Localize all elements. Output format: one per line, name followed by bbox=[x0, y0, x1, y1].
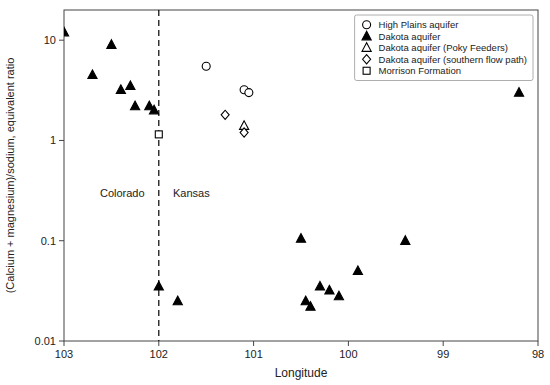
point bbox=[131, 101, 140, 110]
legend-label: Morrison Formation bbox=[379, 65, 461, 76]
legend: High Plains aquiferDakota aquiferDakota … bbox=[355, 15, 533, 81]
point bbox=[126, 81, 135, 90]
reference-line bbox=[158, 10, 159, 341]
y-tick-label: 1 bbox=[50, 134, 56, 146]
y-tick bbox=[59, 40, 64, 41]
axes: 103 102 101 100 99 98 0.01 0.1 1 10 bbox=[35, 34, 545, 360]
series bbox=[64, 27, 524, 310]
x-tick bbox=[158, 341, 159, 346]
point bbox=[173, 296, 182, 305]
annotation: Colorado bbox=[100, 187, 145, 199]
legend-label: Dakota aquifer (southern flow path) bbox=[379, 54, 527, 65]
x-tick bbox=[253, 341, 254, 346]
plot-frame bbox=[64, 10, 538, 341]
point bbox=[245, 89, 253, 97]
point bbox=[202, 62, 210, 70]
x-tick bbox=[443, 341, 444, 346]
y-tick bbox=[59, 140, 64, 141]
x-tick-label: 100 bbox=[339, 348, 357, 360]
x-tick-label: 101 bbox=[244, 348, 262, 360]
series bbox=[221, 110, 248, 137]
y-tick-label: 10 bbox=[44, 34, 56, 46]
point bbox=[325, 285, 334, 294]
x-tick bbox=[348, 341, 349, 346]
legend-marker bbox=[362, 43, 371, 52]
chart: 103 102 101 100 99 98 0.01 0.1 1 10 Longitude (Calc… bbox=[0, 0, 550, 385]
legend-label: Dakota aquifer bbox=[379, 31, 441, 42]
legend-label: High Plains aquifer bbox=[379, 19, 459, 30]
point bbox=[306, 302, 315, 311]
series bbox=[155, 131, 162, 138]
point bbox=[514, 88, 523, 97]
legend-marker bbox=[363, 67, 370, 74]
annotation: Kansas bbox=[173, 187, 210, 199]
series bbox=[202, 62, 253, 96]
point bbox=[401, 236, 410, 245]
x-tick-label: 99 bbox=[437, 348, 449, 360]
point bbox=[107, 40, 116, 49]
point bbox=[154, 281, 163, 290]
point bbox=[64, 27, 69, 36]
y-axis-label: (Calcium + magnesium)/sodium, equivalent… bbox=[4, 58, 16, 294]
legend-marker bbox=[362, 31, 371, 40]
legend-marker bbox=[363, 21, 371, 29]
x-tick-label: 103 bbox=[55, 348, 73, 360]
legend-label: Dakota aquifer (Poky Feeders) bbox=[379, 42, 508, 53]
legend-marker bbox=[363, 55, 371, 64]
x-tick-label: 98 bbox=[532, 348, 544, 360]
point bbox=[296, 234, 305, 243]
point bbox=[221, 110, 229, 119]
x-tick bbox=[538, 341, 539, 346]
point bbox=[155, 131, 162, 138]
point bbox=[88, 70, 97, 79]
x-tick bbox=[64, 341, 65, 346]
y-tick-label: 0.1 bbox=[41, 235, 56, 247]
y-tick-label: 0.01 bbox=[35, 335, 56, 347]
point bbox=[116, 85, 125, 94]
point bbox=[315, 281, 324, 290]
point bbox=[240, 128, 248, 137]
x-axis-label: Longitude bbox=[275, 366, 328, 380]
point bbox=[149, 105, 158, 114]
x-tick-label: 102 bbox=[150, 348, 168, 360]
legend-box bbox=[355, 15, 533, 81]
point bbox=[334, 291, 343, 300]
y-tick bbox=[59, 240, 64, 241]
y-tick bbox=[59, 341, 64, 342]
point bbox=[353, 266, 362, 275]
